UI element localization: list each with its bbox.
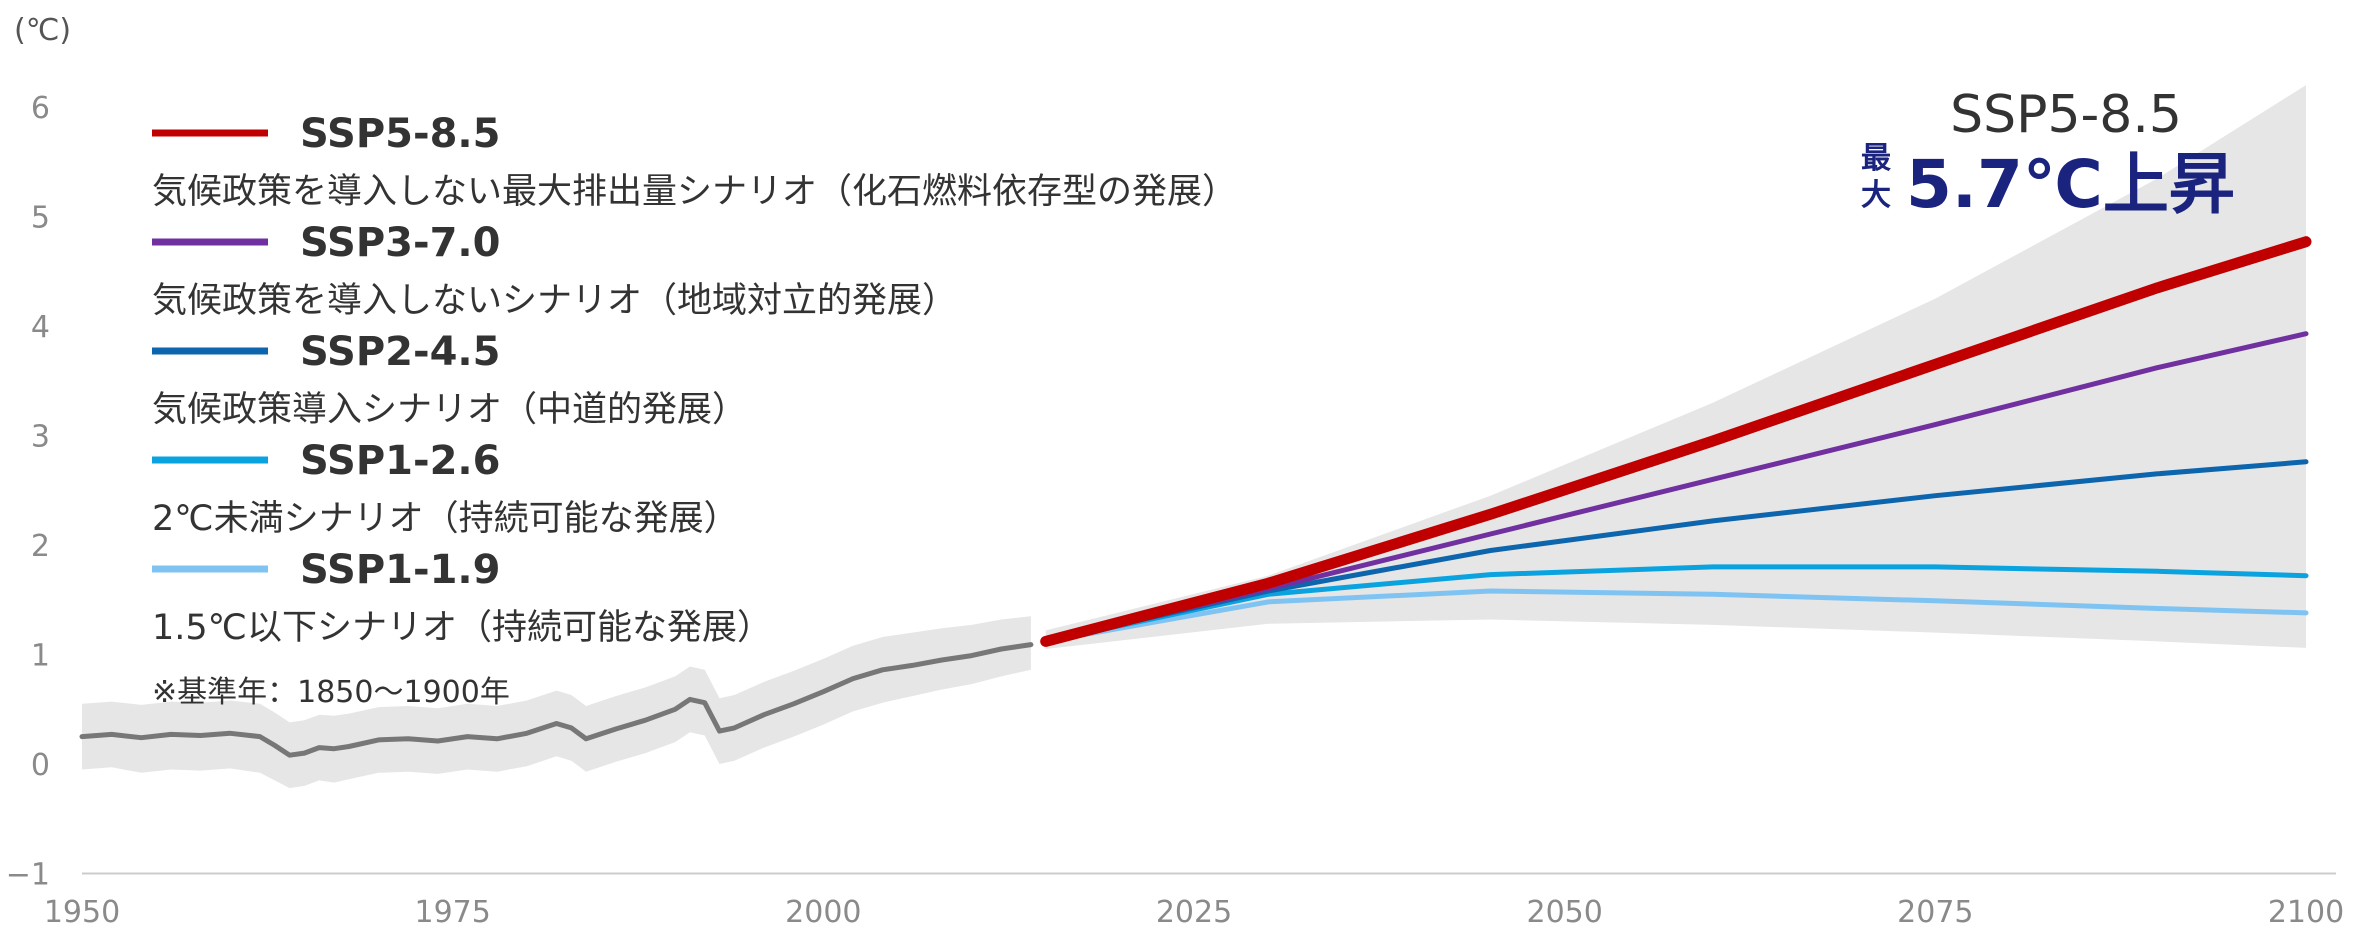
legend: SSP5-8.5 気候政策を導入しない最大排出量シナリオ（化石燃料依存型の発展） S… — [152, 111, 1237, 648]
annotation-value: 5.7℃上昇 — [1906, 146, 2235, 223]
x-tick-label: 1975 — [414, 895, 490, 928]
legend-name-ssp3-7-0: SSP3-7.0 — [300, 220, 500, 266]
legend-name-ssp2-4-5: SSP2-4.5 — [300, 329, 500, 375]
max-warming-annotation: SSP5-8.5 最 大 5.7℃上昇 — [1861, 85, 2235, 223]
legend-name-ssp5-8-5: SSP5-8.5 — [300, 111, 500, 157]
series-line-ssp5-8-5 — [1040, 236, 2312, 647]
annotation-prefix-top: 最 — [1861, 141, 1891, 176]
x-tick-label: 2025 — [1156, 895, 1232, 928]
x-tick-label: 1950 — [44, 895, 120, 928]
series-line-ssp1-2-6 — [1043, 564, 2309, 644]
x-tick-label: 2075 — [1897, 895, 1973, 928]
y-tick-label: 4 — [31, 310, 50, 345]
legend-name-ssp1-1-9: SSP1-1.9 — [300, 547, 500, 593]
y-axis-ticks: −1 0 1 2 3 4 5 6 — [6, 91, 50, 893]
historical-line — [79, 642, 1034, 758]
legend-description-ssp2-4-5: 気候政策導入シナリオ（中道的発展） — [152, 390, 747, 430]
x-tick-label: 2100 — [2268, 895, 2344, 928]
projection-uncertainty-band — [1045, 85, 2306, 650]
annotation-prefix-bottom: 大 — [1861, 178, 1891, 213]
y-axis-unit-label: (℃) — [14, 13, 71, 48]
legend-name-ssp1-2-6: SSP1-2.6 — [300, 438, 500, 484]
y-tick-label: 0 — [31, 748, 50, 783]
series-lines — [79, 236, 2312, 758]
y-tick-label: 6 — [31, 91, 50, 126]
legend-description-ssp1-1-9: 1.5℃以下シナリオ（持続可能な発展） — [152, 608, 772, 648]
x-axis-ticks: 1950 1975 2000 2025 2050 2075 2100 — [44, 895, 2344, 928]
y-tick-label: 2 — [31, 529, 50, 564]
y-tick-label: 3 — [31, 420, 50, 455]
legend-description-ssp1-2-6: 2℃未満シナリオ（持続可能な発展） — [152, 499, 739, 539]
legend-description-ssp5-8-5: 気候政策を導入しない最大排出量シナリオ（化石燃料依存型の発展） — [152, 172, 1237, 212]
y-tick-label: −1 — [6, 858, 50, 893]
x-tick-label: 2000 — [785, 895, 861, 928]
y-tick-label: 5 — [31, 201, 50, 236]
baseline-note: ※基準年：1850〜1900年 — [152, 675, 510, 710]
legend-description-ssp3-7-0: 気候政策を導入しないシナリオ（地域対立的発展） — [152, 281, 957, 321]
y-tick-label: 1 — [31, 639, 50, 674]
x-tick-label: 2050 — [1526, 895, 1602, 928]
annotation-scenario-name: SSP5-8.5 — [1950, 85, 2182, 145]
series-line-ssp1-1-9 — [1043, 588, 2309, 644]
